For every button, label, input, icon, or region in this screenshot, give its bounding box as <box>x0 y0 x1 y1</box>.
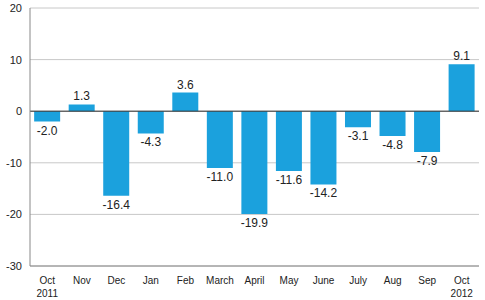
svg-text:Oct: Oct <box>39 275 55 286</box>
svg-text:-11.6: -11.6 <box>276 173 303 187</box>
svg-text:-3.1: -3.1 <box>348 129 369 143</box>
svg-text:-11.0: -11.0 <box>207 170 234 184</box>
svg-text:Dec: Dec <box>107 275 125 286</box>
svg-text:Sep: Sep <box>418 275 436 286</box>
svg-text:9.1: 9.1 <box>453 49 470 63</box>
svg-text:-14.2: -14.2 <box>310 186 338 200</box>
svg-text:Jan: Jan <box>143 275 159 286</box>
svg-text:0: 0 <box>16 105 22 117</box>
svg-text:Nov: Nov <box>73 275 91 286</box>
svg-text:2011: 2011 <box>37 288 59 299</box>
svg-text:-4.3: -4.3 <box>140 135 161 149</box>
svg-text:3.6: 3.6 <box>177 78 194 92</box>
svg-text:April: April <box>244 275 264 286</box>
svg-text:May: May <box>280 275 299 286</box>
svg-text:-19.9: -19.9 <box>241 216 269 230</box>
svg-text:-20: -20 <box>6 208 22 220</box>
svg-text:1.3: 1.3 <box>73 89 90 103</box>
svg-text:March: March <box>206 275 234 286</box>
svg-text:-10: -10 <box>6 157 22 169</box>
svg-text:-2.0: -2.0 <box>37 124 58 138</box>
svg-text:-16.4: -16.4 <box>103 198 131 212</box>
svg-text:20: 20 <box>10 2 22 14</box>
svg-text:Feb: Feb <box>177 275 195 286</box>
svg-text:-30: -30 <box>6 260 22 272</box>
svg-text:July: July <box>349 275 367 286</box>
svg-text:10: 10 <box>10 54 22 66</box>
svg-text:Oct: Oct <box>454 275 470 286</box>
svg-text:-4.8: -4.8 <box>382 138 403 152</box>
svg-text:2012: 2012 <box>451 288 474 299</box>
svg-text:June: June <box>313 275 335 286</box>
svg-text:-7.9: -7.9 <box>417 154 438 168</box>
svg-text:Aug: Aug <box>384 275 402 286</box>
